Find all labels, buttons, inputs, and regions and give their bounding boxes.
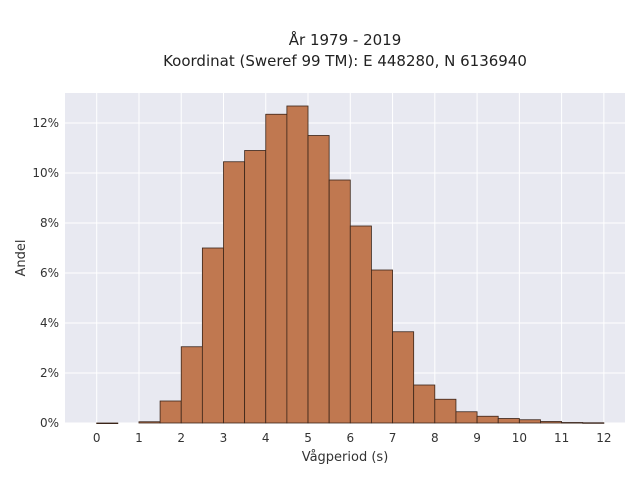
histogram-bar <box>434 398 457 424</box>
histogram-bar <box>518 419 541 424</box>
histogram-bar <box>476 415 499 424</box>
x-tick-label: 6 <box>346 431 354 445</box>
x-tick-label: 9 <box>473 431 481 445</box>
x-tick-label: 7 <box>389 431 397 445</box>
histogram-bar <box>371 269 393 424</box>
x-axis-label: Vågperiod (s) <box>302 450 389 465</box>
y-axis-ticks: 0% 2% 4% 6% 8% 10% 12% <box>32 116 59 430</box>
x-tick-label: 5 <box>304 431 312 445</box>
x-tick-label: 1 <box>135 431 143 445</box>
histogram-bar <box>96 422 119 425</box>
y-tick-label: 2% <box>40 366 59 380</box>
histogram-bar <box>540 421 563 424</box>
y-axis-label: Andel <box>14 240 29 277</box>
histogram-bar <box>392 331 415 424</box>
histogram-bar <box>328 179 351 424</box>
chart-title: År 1979 - 2019 <box>289 30 402 49</box>
x-tick-label: 3 <box>220 431 228 445</box>
histogram-bar <box>159 400 182 424</box>
histogram-bar <box>286 105 309 424</box>
histogram-bar <box>244 150 267 424</box>
histogram-bar <box>307 135 330 424</box>
y-tick-label: 6% <box>40 266 59 280</box>
y-tick-label: 4% <box>40 316 59 330</box>
histogram-bar <box>413 384 436 424</box>
x-tick-label: 2 <box>177 431 185 445</box>
histogram-bar <box>201 247 224 424</box>
chart-subtitle: Koordinat (Sweref 99 TM): E 448280, N 61… <box>163 52 527 70</box>
histogram-bar <box>561 422 584 424</box>
y-tick-label: 8% <box>40 216 59 230</box>
x-tick-label: 8 <box>431 431 439 445</box>
y-tick-label: 12% <box>32 116 59 130</box>
x-axis-ticks: 0 1 2 3 4 5 6 7 8 9 10 11 12 <box>93 431 612 445</box>
histogram-bar <box>265 113 288 424</box>
y-tick-label: 0% <box>40 416 59 430</box>
histogram-bar <box>349 225 372 424</box>
histogram-bar <box>180 346 203 424</box>
y-tick-label: 10% <box>32 166 59 180</box>
x-tick-label: 11 <box>554 431 569 445</box>
histogram-bar <box>223 161 246 424</box>
x-tick-label: 12 <box>596 431 611 445</box>
bars <box>96 105 605 425</box>
x-tick-label: 10 <box>512 431 527 445</box>
x-tick-label: 0 <box>93 431 101 445</box>
histogram-bar <box>455 411 478 424</box>
histogram-bar <box>138 421 161 424</box>
x-tick-label: 4 <box>262 431 270 445</box>
histogram-bar <box>497 418 520 424</box>
histogram-bar <box>582 422 605 424</box>
